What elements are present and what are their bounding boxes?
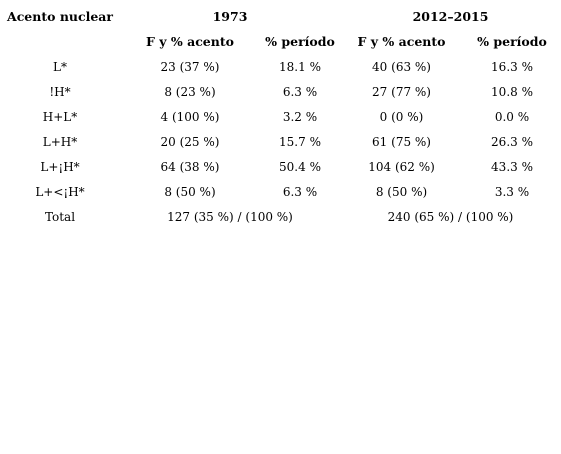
total-2012-2015: 240 (65 %) / (100 %) bbox=[387, 209, 514, 224]
header-acento-nuclear: Acento nuclear bbox=[7, 9, 113, 24]
table-row: !H* 8 (23 %) 6.3 % 27 (77 %) 10.8 % bbox=[0, 79, 561, 104]
table-cell: 16.3 % bbox=[491, 59, 533, 74]
table-cell: 3.2 % bbox=[282, 109, 318, 124]
table-cell: 23 (37 %) bbox=[160, 59, 220, 74]
table-cell: 6.3 % bbox=[282, 84, 318, 99]
row-label: L+H* bbox=[42, 134, 78, 149]
row-label: L* bbox=[53, 59, 67, 74]
table-cell: 15.7 % bbox=[279, 134, 321, 149]
table-cell: 27 (77 %) bbox=[372, 84, 431, 99]
header-row-subcolumns: F y % acento % período F y % acento % pe… bbox=[0, 29, 561, 54]
table-cell: 40 (63 %) bbox=[372, 59, 431, 74]
header-period-1973: 1973 bbox=[212, 9, 248, 24]
table-row: L+¡H* 64 (38 %) 50.4 % 104 (62 %) 43.3 % bbox=[0, 154, 561, 179]
table-row: L* 23 (37 %) 18.1 % 40 (63 %) 16.3 % bbox=[0, 54, 561, 79]
header-empty-cell bbox=[0, 29, 120, 54]
table-cell: 8 (50 %) bbox=[164, 184, 216, 199]
table-cell: 104 (62 %) bbox=[368, 159, 435, 174]
table-cell: 20 (25 %) bbox=[160, 134, 220, 149]
total-label: Total bbox=[44, 209, 76, 224]
table-cell: 26.3 % bbox=[491, 134, 533, 149]
table-cell: 43.3 % bbox=[491, 159, 533, 174]
total-1973: 127 (35 %) / (100 %) bbox=[167, 209, 293, 224]
row-label: !H* bbox=[49, 84, 71, 99]
table-cell: 6.3 % bbox=[282, 184, 318, 199]
row-label: L+¡H* bbox=[40, 159, 80, 174]
table-cell: 0.0 % bbox=[494, 109, 530, 124]
nuclear-accent-table: Acento nuclear 1973 2012–2015 F y % acen… bbox=[0, 4, 561, 229]
header-periodo-1973: % período bbox=[265, 34, 335, 49]
table-cell: 50.4 % bbox=[279, 159, 321, 174]
row-label: L+<¡H* bbox=[35, 184, 85, 199]
table-cell: 61 (75 %) bbox=[372, 134, 431, 149]
table-row: L+H* 20 (25 %) 15.7 % 61 (75 %) 26.3 % bbox=[0, 129, 561, 154]
table-cell: 64 (38 %) bbox=[160, 159, 220, 174]
table-row: L+<¡H* 8 (50 %) 6.3 % 8 (50 %) 3.3 % bbox=[0, 179, 561, 204]
table-row: H+L* 4 (100 %) 3.2 % 0 (0 %) 0.0 % bbox=[0, 104, 561, 129]
header-row-periods: Acento nuclear 1973 2012–2015 bbox=[0, 4, 561, 29]
row-label: H+L* bbox=[42, 109, 78, 124]
header-period-2012-2015: 2012–2015 bbox=[412, 9, 489, 24]
table-cell: 4 (100 %) bbox=[160, 109, 220, 124]
header-f-acento-2012: F y % acento bbox=[357, 34, 446, 49]
header-f-acento-1973: F y % acento bbox=[146, 34, 234, 49]
total-row: Total 127 (35 %) / (100 %) 240 (65 %) / … bbox=[0, 204, 561, 229]
table-cell: 10.8 % bbox=[491, 84, 533, 99]
table-cell: 18.1 % bbox=[279, 59, 321, 74]
table-cell: 8 (50 %) bbox=[375, 184, 428, 199]
header-periodo-2012: % período bbox=[477, 34, 547, 49]
table-cell: 0 (0 %) bbox=[379, 109, 424, 124]
table-cell: 3.3 % bbox=[494, 184, 530, 199]
table-cell: 8 (23 %) bbox=[164, 84, 216, 99]
